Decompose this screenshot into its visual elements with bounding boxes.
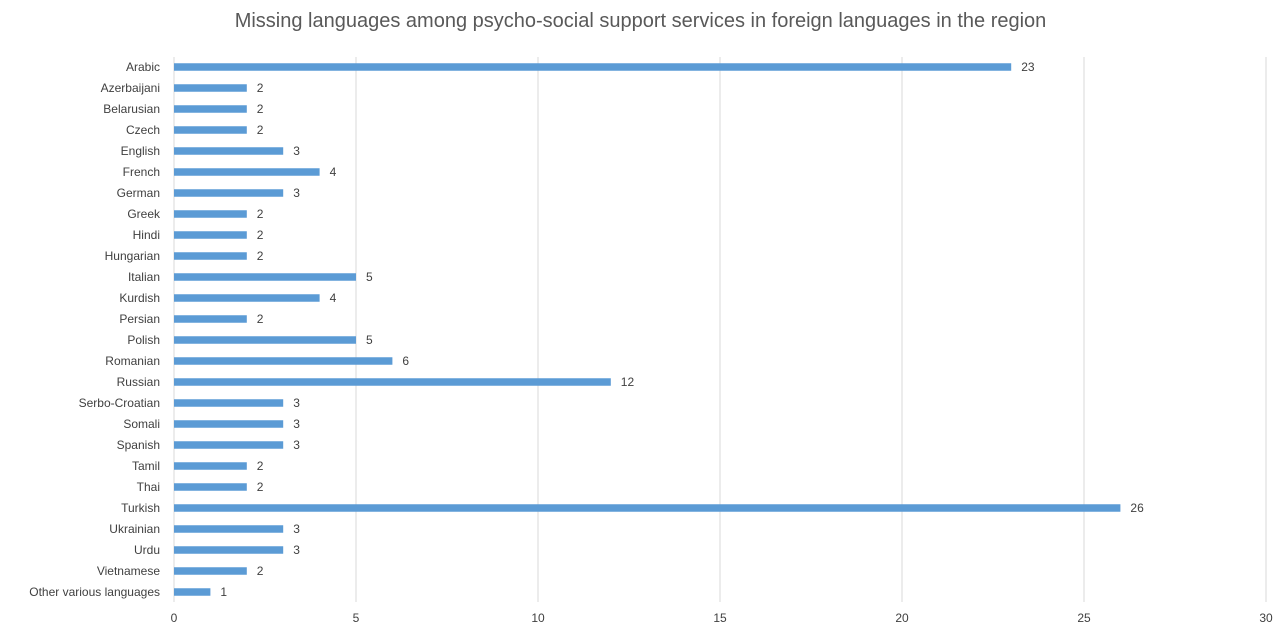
category-label: Other various languages — [29, 585, 160, 599]
bar — [174, 441, 284, 449]
category-label: German — [117, 186, 160, 200]
bar — [174, 483, 247, 491]
data-label: 3 — [293, 543, 300, 557]
data-label: 3 — [293, 522, 300, 536]
category-label: Tamil — [132, 459, 160, 473]
data-label: 2 — [257, 207, 264, 221]
bar — [174, 525, 284, 533]
data-label: 1 — [220, 585, 227, 599]
bar — [174, 252, 247, 260]
bar — [174, 294, 320, 302]
category-label: Serbo-Croatian — [79, 396, 160, 410]
bar — [174, 126, 247, 134]
category-label: Czech — [126, 123, 160, 137]
category-label: Hungarian — [105, 249, 160, 263]
data-label: 2 — [257, 249, 264, 263]
bar — [174, 273, 356, 281]
x-tick-label: 20 — [895, 611, 909, 625]
data-label: 3 — [293, 186, 300, 200]
category-label: Urdu — [134, 543, 160, 557]
x-tick-label: 30 — [1259, 611, 1273, 625]
category-label: Azerbaijani — [101, 81, 160, 95]
data-label: 3 — [293, 438, 300, 452]
category-label: Spanish — [117, 438, 160, 452]
bar — [174, 546, 284, 554]
data-label: 3 — [293, 396, 300, 410]
bar — [174, 315, 247, 323]
bar — [174, 378, 611, 386]
category-label: Italian — [128, 270, 160, 284]
data-label: 2 — [257, 102, 264, 116]
data-label: 2 — [257, 459, 264, 473]
bar — [174, 567, 247, 575]
bar — [174, 210, 247, 218]
category-label: Romanian — [105, 354, 160, 368]
bar — [174, 504, 1121, 512]
x-tick-label: 15 — [713, 611, 727, 625]
data-label: 5 — [366, 333, 373, 347]
data-label: 23 — [1021, 60, 1035, 74]
bar — [174, 588, 211, 596]
x-tick-label: 25 — [1077, 611, 1091, 625]
data-label: 2 — [257, 480, 264, 494]
data-label: 6 — [402, 354, 409, 368]
category-label: French — [123, 165, 160, 179]
data-label: 2 — [257, 81, 264, 95]
category-label: Persian — [119, 312, 160, 326]
category-label: Arabic — [126, 60, 160, 74]
bar — [174, 84, 247, 92]
bar — [174, 357, 393, 365]
x-tick-label: 10 — [531, 611, 545, 625]
bar — [174, 420, 284, 428]
category-label: Ukrainian — [109, 522, 160, 536]
category-label: Polish — [127, 333, 160, 347]
bar — [174, 189, 284, 197]
data-label: 3 — [293, 144, 300, 158]
data-label: 4 — [330, 291, 337, 305]
bar — [174, 168, 320, 176]
bar — [174, 399, 284, 407]
bar — [174, 462, 247, 470]
category-label: Belarusian — [103, 102, 160, 116]
data-label: 2 — [257, 312, 264, 326]
category-label: Hindi — [133, 228, 160, 242]
category-label: Kurdish — [119, 291, 160, 305]
bar — [174, 231, 247, 239]
data-label: 3 — [293, 417, 300, 431]
data-label: 2 — [257, 564, 264, 578]
data-label: 5 — [366, 270, 373, 284]
data-label: 2 — [257, 123, 264, 137]
category-label: Vietnamese — [97, 564, 160, 578]
category-label: Russian — [117, 375, 160, 389]
data-label: 12 — [621, 375, 635, 389]
x-tick-label: 5 — [353, 611, 360, 625]
data-label: 2 — [257, 228, 264, 242]
category-label: Somali — [123, 417, 160, 431]
category-label: Turkish — [121, 501, 160, 515]
category-label: Thai — [137, 480, 160, 494]
bar — [174, 105, 247, 113]
bar — [174, 147, 284, 155]
bar — [174, 336, 356, 344]
category-label: English — [121, 144, 160, 158]
category-label: Greek — [127, 207, 161, 221]
data-label: 4 — [330, 165, 337, 179]
chart-title: Missing languages among psycho-social su… — [234, 10, 1047, 32]
bar — [174, 63, 1012, 71]
data-label: 26 — [1130, 501, 1144, 515]
x-tick-label: 0 — [171, 611, 178, 625]
